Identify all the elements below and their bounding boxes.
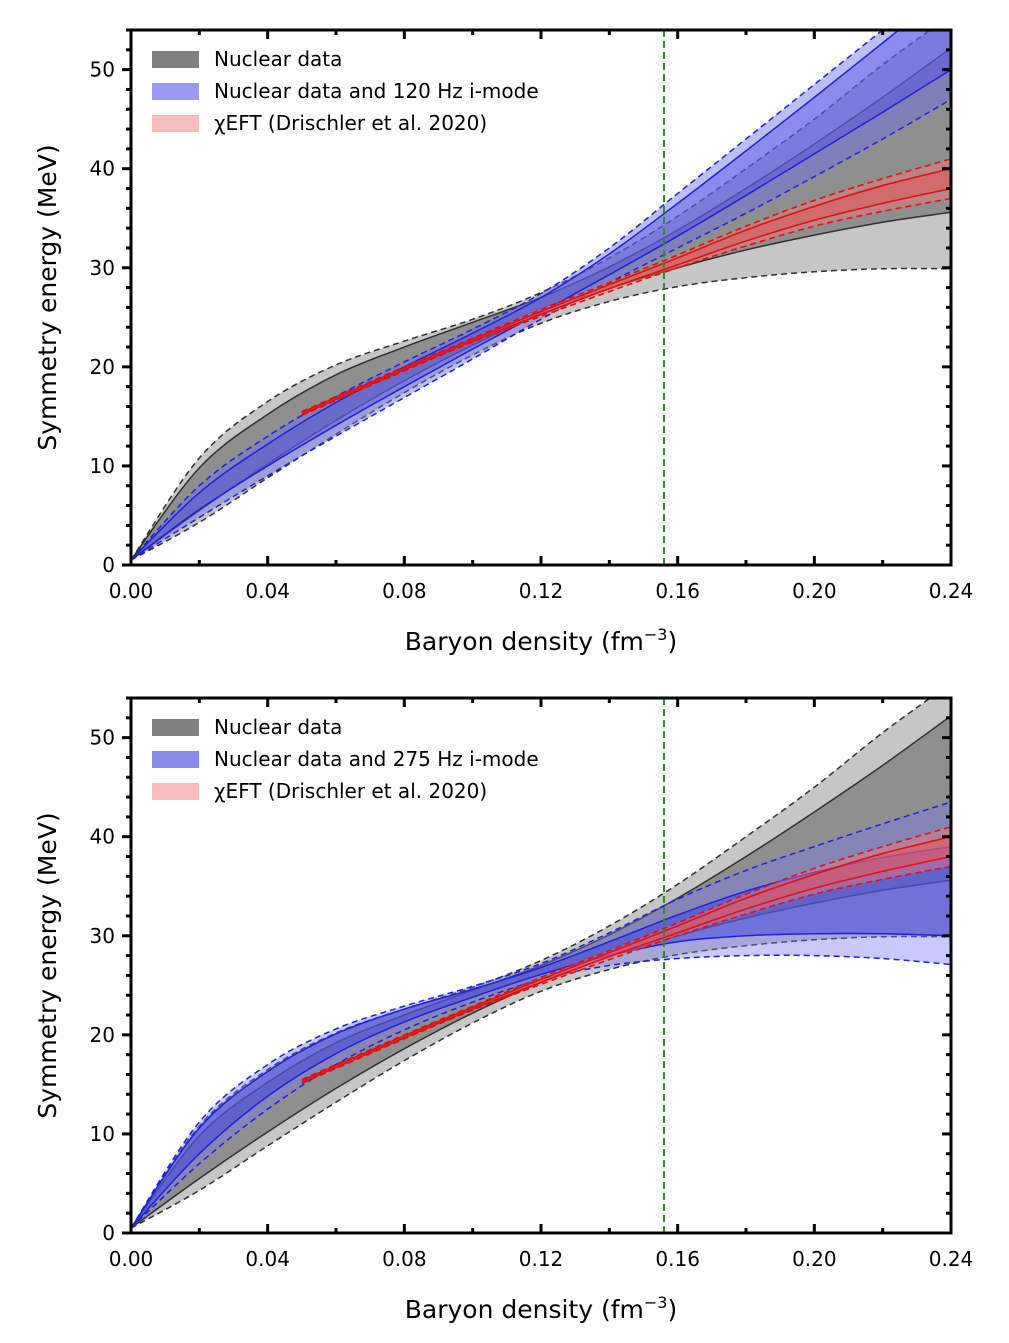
legend: Nuclear data Nuclear data and 275 Hz i-mo… <box>152 715 539 803</box>
legend-swatch <box>152 751 199 768</box>
inner-upper-line <box>301 167 951 414</box>
outer-upper-line <box>131 30 884 561</box>
x-tick-label: 0.08 <box>382 579 427 603</box>
x-tick-label: 0.00 <box>109 579 154 603</box>
band-outer <box>131 30 951 561</box>
outer-upper-line <box>131 698 932 1229</box>
inner-upper-line <box>131 30 901 561</box>
series-2 <box>301 826 951 1085</box>
x-tick-label: 0.20 <box>792 1247 837 1271</box>
legend-swatch <box>152 51 199 68</box>
y-tick-label: 50 <box>90 726 115 750</box>
y-tick-label: 20 <box>90 355 115 379</box>
series-1 <box>131 30 951 561</box>
outer-upper-line <box>301 158 951 413</box>
legend-label: χEFT (Drischler et al. 2020) <box>214 779 487 803</box>
outer-lower-line <box>131 267 951 561</box>
legend-label: χEFT (Drischler et al. 2020) <box>214 111 487 135</box>
x-axis-label-main: Baryon density (fm <box>405 1295 644 1324</box>
x-axis-label-close: ) <box>667 627 677 656</box>
x-tick-label: 0.12 <box>519 579 564 603</box>
y-tick-label: 40 <box>90 157 115 181</box>
inner-lower-line <box>131 932 951 1229</box>
y-axis-label: Symmetry energy (MeV) <box>33 144 62 450</box>
y-tick-label: 0 <box>102 1221 115 1245</box>
inner-lower-line <box>301 187 951 416</box>
band-outer <box>301 158 951 416</box>
y-tick-label: 20 <box>90 1023 115 1047</box>
plot-area <box>131 30 951 565</box>
band-inner <box>131 47 951 561</box>
x-axis-label-sup: −3 <box>644 625 668 644</box>
x-axis-label: Baryon density (fm−3) <box>405 1293 678 1324</box>
x-tick-label: 0.04 <box>245 579 290 603</box>
band-outer <box>131 698 951 1229</box>
x-tick-label: 0.04 <box>245 1247 290 1271</box>
outer-lower-line <box>131 98 951 561</box>
legend-swatch <box>152 115 199 132</box>
legend-swatch <box>152 783 199 800</box>
y-tick-label: 30 <box>90 924 115 948</box>
y-axis-label: Symmetry energy (MeV) <box>33 812 62 1118</box>
series-2 <box>301 158 951 417</box>
chart-panel-top: 0.00 0.04 0.08 0.12 0.16 0.20 0.24 0 10 20 30 40 50 B… <box>33 28 974 656</box>
y-tick-label: 10 <box>90 454 115 478</box>
band-inner <box>131 846 951 1229</box>
inner-upper-line <box>131 845 951 1229</box>
x-tick-label: 0.00 <box>109 1247 154 1271</box>
band-inner <box>131 30 951 561</box>
legend-label: Nuclear data <box>214 47 342 71</box>
x-tick-label: 0.16 <box>655 1247 700 1271</box>
legend-label: Nuclear data and 275 Hz i-mode <box>214 747 539 771</box>
chart-panel-bottom: 0.00 0.04 0.08 0.12 0.16 0.20 0.24 0 10 20 30 40 50 B… <box>33 696 974 1324</box>
inner-lower-line <box>131 68 951 561</box>
y-tick-label: 10 <box>90 1122 115 1146</box>
outer-upper-line <box>131 30 932 561</box>
band-inner <box>301 836 951 1083</box>
legend-label: Nuclear data <box>214 715 342 739</box>
x-axis-label-sup: −3 <box>644 1293 668 1312</box>
x-tick-label: 0.20 <box>792 579 837 603</box>
x-tick-label: 0.16 <box>655 579 700 603</box>
x-tick-label: 0.12 <box>519 1247 564 1271</box>
legend: Nuclear data Nuclear data and 120 Hz i-mo… <box>152 47 539 135</box>
x-tick-label: 0.24 <box>929 1247 974 1271</box>
x-axis-label-main: Baryon density (fm <box>405 627 644 656</box>
band-outer <box>131 30 951 561</box>
legend-swatch <box>152 719 199 736</box>
x-axis-label-close: ) <box>667 1295 677 1324</box>
y-tick-label: 30 <box>90 256 115 280</box>
inner-upper-line <box>301 835 951 1082</box>
outer-lower-line <box>131 935 951 1229</box>
x-axis-label: Baryon density (fm−3) <box>405 625 678 656</box>
y-tick-label: 50 <box>90 58 115 82</box>
outer-upper-line <box>131 801 951 1229</box>
legend-swatch <box>152 83 199 100</box>
inner-lower-line <box>301 855 951 1084</box>
y-tick-label: 0 <box>102 553 115 577</box>
outer-upper-line <box>301 826 951 1081</box>
band-outer <box>301 826 951 1084</box>
band-inner <box>301 168 951 415</box>
plot-area <box>131 698 951 1233</box>
x-tick-label: 0.24 <box>929 579 974 603</box>
x-tick-label: 0.08 <box>382 1247 427 1271</box>
y-tick-label: 40 <box>90 825 115 849</box>
legend-label: Nuclear data and 120 Hz i-mode <box>214 79 539 103</box>
